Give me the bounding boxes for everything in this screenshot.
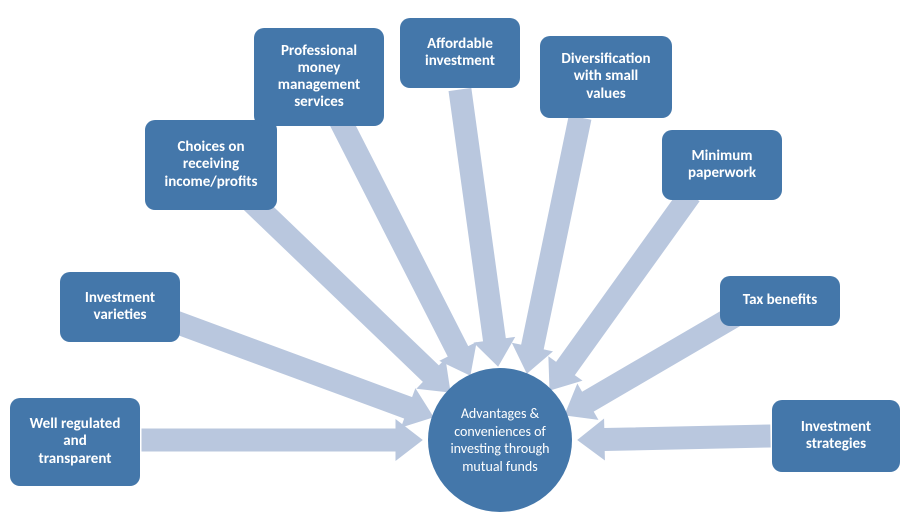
arrow-investment-varieties <box>166 310 433 427</box>
node-label: Professionalmoneymanagementservices <box>278 43 360 112</box>
arrow-well-regulated <box>142 420 422 460</box>
arrow-diversification <box>513 116 591 373</box>
center-hub: Advantages & conveniences of investing t… <box>428 368 572 512</box>
node-affordable: Affordableinvestment <box>400 18 520 88</box>
node-label: Minimumpaperwork <box>688 148 756 183</box>
arrow-investment-strategies <box>578 420 770 460</box>
node-well-regulated: Well regulatedandtransparent <box>10 398 140 486</box>
node-label: Investmentstrategies <box>801 419 871 454</box>
center-hub-label: Advantages & conveniences of investing t… <box>440 405 560 475</box>
arrow-affordable <box>449 89 514 367</box>
node-label: Choices onreceivingincome/profits <box>165 139 258 191</box>
arrow-choices <box>242 192 450 392</box>
arrow-min-paperwork <box>549 189 699 390</box>
node-label: Investmentvarieties <box>85 290 155 325</box>
node-diversification: Diversificationwith smallvalues <box>540 36 672 118</box>
node-label: Well regulatedandtransparent <box>30 416 121 468</box>
node-label: Tax benefits <box>743 292 817 309</box>
node-label: Diversificationwith smallvalues <box>561 51 650 103</box>
node-label: Affordableinvestment <box>425 36 495 71</box>
node-min-paperwork: Minimumpaperwork <box>662 130 782 200</box>
node-tax-benefits: Tax benefits <box>720 276 840 326</box>
node-investment-strategies: Investmentstrategies <box>772 400 900 472</box>
node-professional: Professionalmoneymanagementservices <box>254 28 384 126</box>
node-investment-varieties: Investmentvarieties <box>60 272 180 342</box>
arrow-professional <box>330 115 476 375</box>
node-choices: Choices onreceivingincome/profits <box>145 120 277 210</box>
diagram-stage: Advantages & conveniences of investing t… <box>0 0 917 525</box>
